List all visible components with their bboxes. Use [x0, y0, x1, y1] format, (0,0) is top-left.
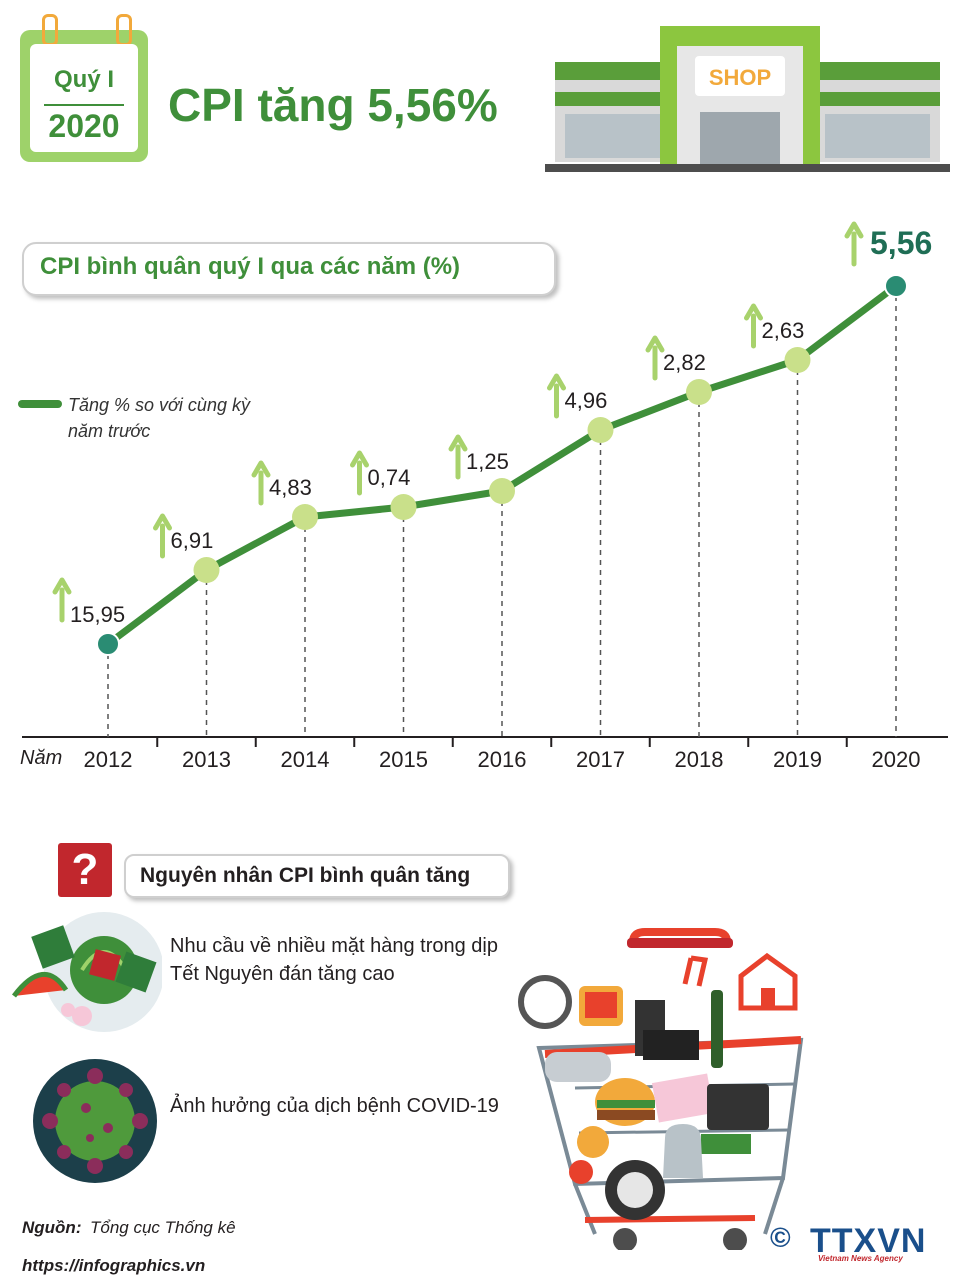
- data-point: [292, 504, 318, 530]
- data-point: [784, 347, 811, 373]
- data-label: 6,91: [171, 528, 214, 553]
- calendar-page: Quý I 2020: [30, 44, 138, 152]
- data-label: 2,82: [663, 350, 706, 375]
- quarter-label: Quý I: [53, 66, 114, 93]
- x-tick-label: 2018: [675, 747, 724, 772]
- up-arrow-icon: [350, 450, 369, 496]
- calendar-badge: Quý I 2020: [20, 14, 148, 162]
- up-arrow-icon: [153, 513, 172, 559]
- legend-label: Tăng % so với cùng kỳ năm trước: [68, 395, 250, 441]
- x-tick-label: 2016: [478, 747, 527, 772]
- shopping-cart-icon: [518, 928, 804, 1252]
- question-mark-icon: ?: [58, 843, 112, 897]
- ttxvn-logo-subtitle: Vietnam News Agency: [818, 1254, 903, 1263]
- calendar-divider: [44, 104, 124, 106]
- x-tick-label: 2015: [379, 747, 428, 772]
- calendar-ring-icon: [116, 14, 132, 46]
- legend-swatch: [18, 400, 62, 408]
- ttxvn-logo: TTXVN: [810, 1222, 927, 1260]
- x-tick-label: 2019: [773, 747, 822, 772]
- calendar-ring-icon: [42, 14, 58, 46]
- up-arrow-icon: [645, 335, 665, 381]
- data-point: [884, 274, 908, 298]
- copyright-icon: ©: [770, 1222, 791, 1253]
- source-label: Nguồn:: [22, 1218, 82, 1237]
- up-arrow-icon: [744, 303, 763, 349]
- tet-food-icon: [12, 912, 162, 1032]
- page-title: CPI tăng 5,56%: [168, 79, 498, 131]
- up-arrow-icon: [547, 373, 566, 419]
- data-label: 4,96: [565, 388, 608, 413]
- chart-title: CPI bình quân quý I qua các năm (%): [40, 253, 461, 280]
- x-tick-label: 2017: [576, 747, 625, 772]
- virus-icon: [33, 1059, 157, 1183]
- data-label: 4,83: [269, 475, 312, 500]
- cpi-line-chart: Năm 15,95 2012 6,91 2013 4,83 2014 0,74 2015 1,2…: [20, 221, 948, 772]
- data-label: 2,63: [762, 318, 805, 343]
- up-arrow-icon: [251, 460, 271, 506]
- x-tick-label: 2013: [182, 747, 231, 772]
- x-tick-label: 2014: [281, 747, 330, 772]
- x-axis-label: Năm: [20, 747, 62, 769]
- up-arrow-icon: [448, 434, 468, 480]
- year-label: 2020: [48, 108, 120, 144]
- shop-building-icon: SHOP: [545, 26, 950, 172]
- data-label: 0,74: [368, 465, 411, 490]
- data-label: 5,56: [870, 225, 932, 261]
- data-point: [489, 478, 515, 504]
- up-arrow-icon: [52, 577, 72, 623]
- data-label: 15,95: [70, 602, 125, 627]
- footer-bar: [0, 1250, 960, 1282]
- data-point: [193, 557, 220, 583]
- up-arrow-icon: [844, 221, 864, 267]
- shop-sign: SHOP: [709, 65, 771, 90]
- data-label: 1,25: [466, 449, 509, 474]
- footer-url-link[interactable]: https://infographics.vn: [22, 1256, 206, 1275]
- data-point: [686, 379, 712, 405]
- causes-title: Nguyên nhân CPI bình quân tăng: [140, 864, 471, 887]
- chart-title-box: CPI bình quân quý I qua các năm (%): [22, 242, 556, 296]
- causes-title-box: Nguyên nhân CPI bình quân tăng: [124, 854, 510, 898]
- cause-item-1: Nhu cầu về nhiều mặt hàng trong dịp Tết …: [170, 935, 498, 985]
- cause-item-2: Ảnh hưởng của dịch bệnh COVID-19: [170, 1095, 499, 1117]
- x-tick-label: 2012: [84, 747, 133, 772]
- data-point: [587, 417, 614, 443]
- data-point: [96, 632, 120, 656]
- source-value: Tổng cục Thống kê: [90, 1218, 236, 1237]
- x-tick-label: 2020: [872, 747, 921, 772]
- data-point: [390, 494, 417, 520]
